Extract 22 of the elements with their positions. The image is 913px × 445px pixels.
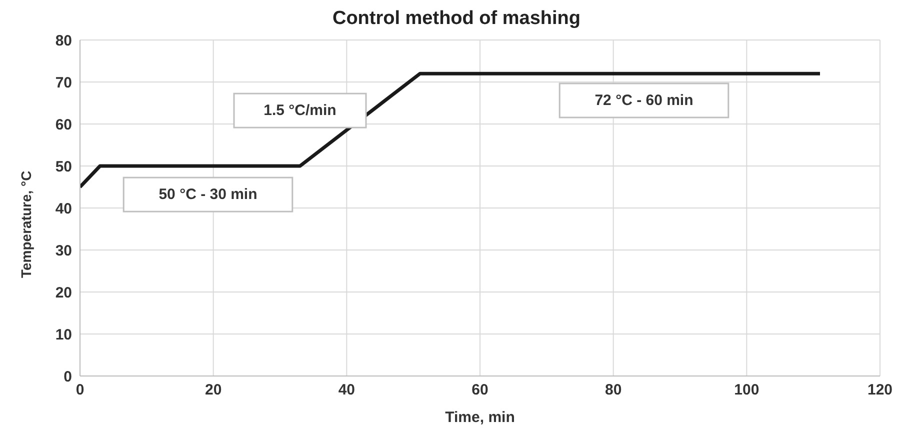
x-tick-label: 20 bbox=[204, 382, 222, 399]
y-tick-label: 70 bbox=[55, 74, 72, 92]
x-axis-title: Time, min bbox=[445, 409, 515, 426]
y-tick-label: 80 bbox=[55, 32, 72, 50]
y-tick-label: 20 bbox=[55, 284, 72, 302]
y-tick-label: 40 bbox=[55, 200, 72, 218]
y-tick-label: 0 bbox=[64, 368, 72, 386]
y-axis-title: Temperature, °C bbox=[18, 170, 34, 278]
y-tick-label: 30 bbox=[55, 242, 72, 260]
y-tick-label: 10 bbox=[55, 326, 72, 344]
x-tick-label: 100 bbox=[734, 382, 760, 399]
x-tick-label: 60 bbox=[472, 382, 488, 399]
annotation: 72 °C - 60 min bbox=[594, 92, 694, 109]
x-tick-label: 0 bbox=[76, 382, 84, 399]
annotation: 1.5 °C/min bbox=[264, 102, 336, 120]
annotation: 50 °C - 30 min bbox=[158, 186, 258, 204]
chart-title: Control method of mashing bbox=[331, 8, 582, 31]
y-tick-label: 50 bbox=[55, 158, 72, 176]
y-tick-label: 60 bbox=[55, 116, 72, 134]
x-tick-label: 40 bbox=[338, 382, 356, 399]
x-tick-label: 80 bbox=[604, 382, 622, 399]
x-tick-label: 120 bbox=[867, 382, 893, 399]
